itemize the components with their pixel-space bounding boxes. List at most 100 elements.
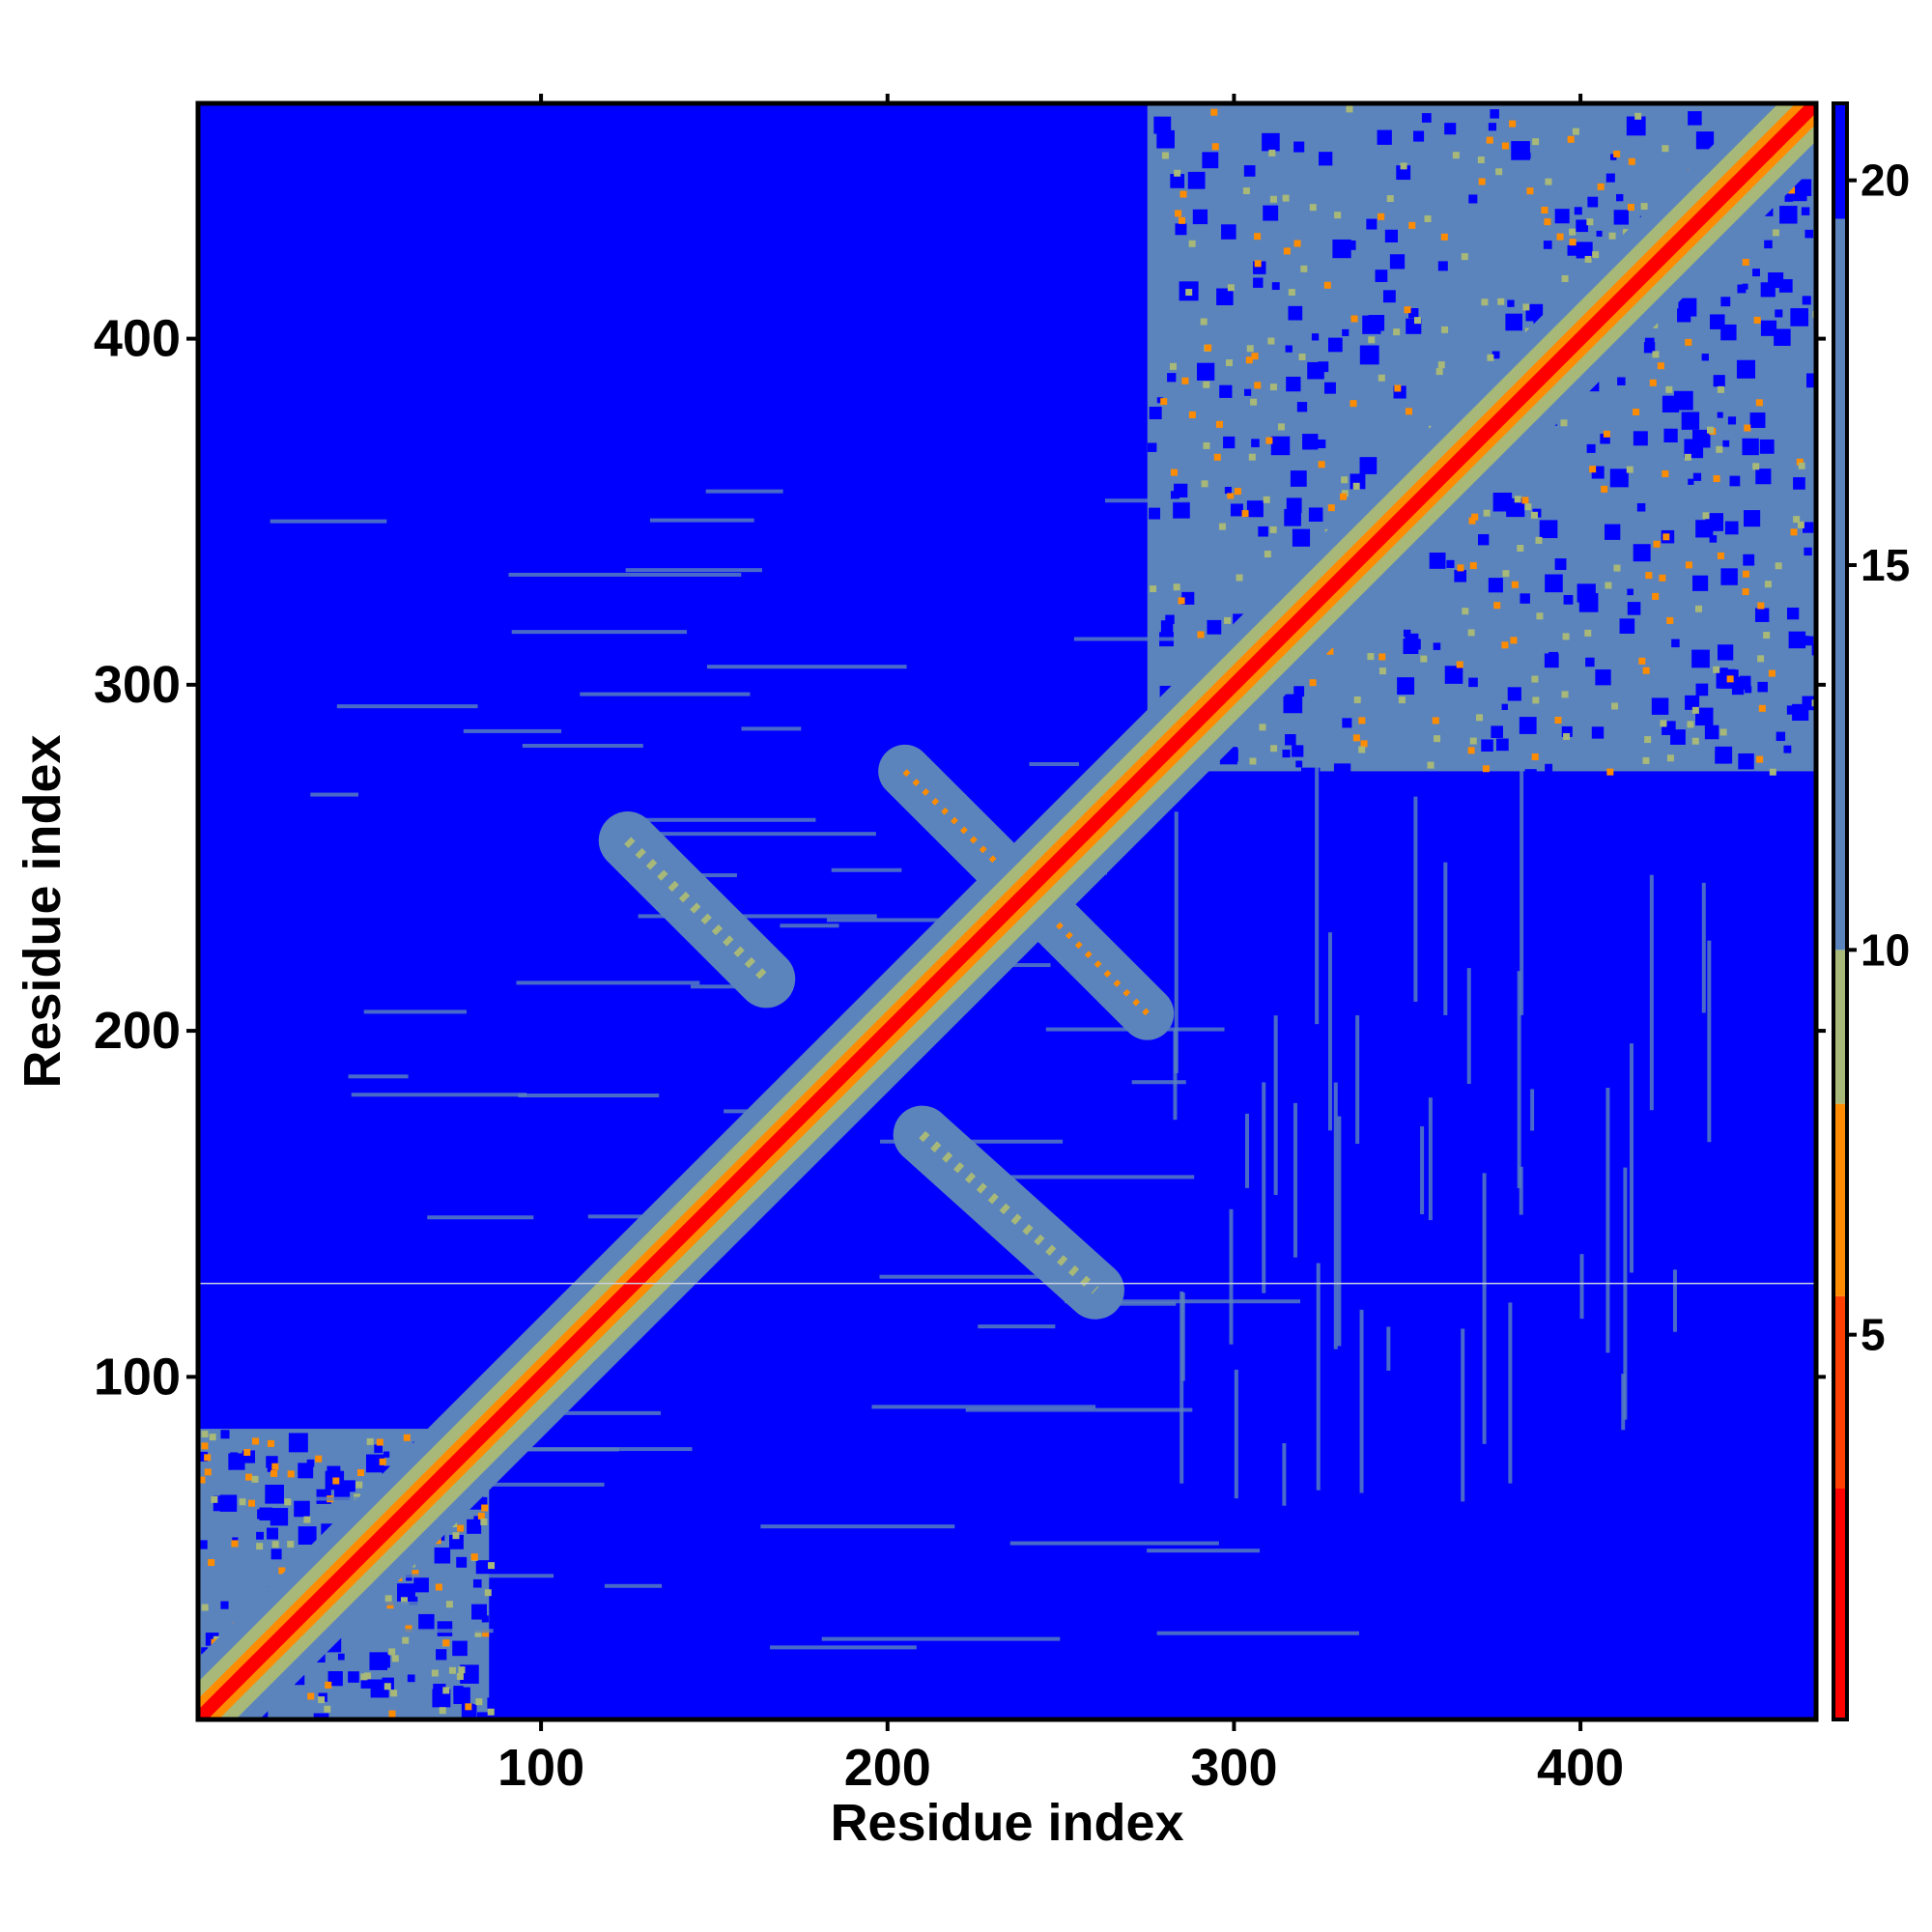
domain-2-contact (1210, 108, 1218, 116)
domain-2-contact (1188, 411, 1196, 418)
domain-1-contact (284, 1498, 292, 1506)
domain-2-contact (1716, 445, 1723, 453)
domain-2-void (1149, 407, 1162, 420)
sparse-contact (1107, 1301, 1177, 1306)
sparse-contact (625, 568, 762, 573)
domain-2-void (1609, 469, 1629, 488)
domain-2-contact (1560, 419, 1568, 427)
domain-1-void (220, 1430, 230, 1439)
plot-frame (195, 100, 1819, 1722)
domain-2-contact (1652, 351, 1660, 358)
domain-2-contact (1713, 666, 1720, 673)
domain-2-contact (1644, 736, 1652, 744)
domain-2-contact (1173, 583, 1180, 591)
domain-2-contact (1478, 178, 1486, 185)
domain-2-void (1736, 359, 1756, 379)
domain-2-void (1283, 694, 1303, 714)
domain-1-contact (474, 1630, 482, 1637)
domain-2-contact (1170, 469, 1178, 476)
domain-2-contact (1627, 204, 1634, 212)
domain-2-void (1332, 239, 1351, 259)
domain-2-void (1333, 763, 1351, 781)
sparse-contact (518, 1094, 660, 1098)
colorbar-segment (1833, 1489, 1847, 1719)
domain-2-contact (1282, 194, 1290, 202)
domain-2-void (1153, 116, 1172, 134)
domain-1-void (327, 1671, 343, 1687)
domain-2-void (1685, 695, 1700, 710)
domain-2-void (1605, 524, 1621, 540)
domain-2-void (1251, 439, 1260, 447)
domain-1-contact (481, 1504, 489, 1512)
domain-1-contact (201, 1442, 209, 1450)
domain-1-contact (287, 1541, 295, 1548)
domain-2-contact (1666, 754, 1674, 762)
domain-2-void (1224, 486, 1232, 495)
sparse-contact (1605, 1088, 1610, 1353)
sparse-contact (522, 744, 643, 749)
domain-2-contact (1169, 362, 1177, 370)
domain-2-void (1202, 152, 1219, 169)
domain-2-contact (1561, 275, 1569, 283)
domain-2-void (1156, 397, 1163, 404)
domain-2-void (1454, 569, 1467, 582)
domain-2-contact (1340, 493, 1348, 500)
domain-1-contact (484, 1589, 492, 1597)
domain-1-contact (201, 1604, 209, 1611)
sparse-contact (1707, 940, 1712, 1143)
domain-2-void (1507, 687, 1521, 701)
domain-1-void (298, 1526, 317, 1545)
domain-2-void (1429, 553, 1446, 569)
domain-2-contact (1554, 717, 1562, 724)
domain-1-contact (201, 1431, 209, 1438)
domain-2-contact (1793, 516, 1801, 524)
domain-2-void (1446, 559, 1455, 568)
sparse-contact (1386, 1326, 1391, 1371)
sparse-contact (339, 1629, 494, 1634)
domain-2-contact (1501, 142, 1509, 150)
domain-2-contact (1545, 178, 1552, 185)
domain-1-contact (470, 1553, 478, 1561)
sparse-contact (965, 1407, 1193, 1412)
domain-2-contact (1666, 616, 1674, 624)
domain-2-contact (1378, 668, 1386, 675)
domain-1-contact (209, 1434, 216, 1441)
domain-2-void (1759, 439, 1775, 454)
sparse-contact (1009, 1541, 1219, 1546)
domain-2-contact (1434, 735, 1441, 743)
domain-2-contact (1561, 691, 1569, 698)
sparse-contact (1273, 1015, 1278, 1196)
domain-2-void (1633, 431, 1648, 446)
domain-2-void (1243, 165, 1256, 177)
domain-2-contact (1797, 521, 1804, 528)
sparse-contact (1333, 1082, 1338, 1350)
domain-2-void (1701, 354, 1709, 361)
domain-2-void (1804, 636, 1814, 646)
domain-2-void (1525, 303, 1544, 322)
sparse-contact (511, 630, 688, 635)
domain-2-void (1284, 508, 1301, 526)
domain-2-contact (1318, 461, 1325, 469)
domain-2-contact (1798, 462, 1805, 469)
domain-2-contact (1378, 213, 1385, 220)
domain-2-void (1477, 534, 1490, 546)
domain-1-contact (487, 1708, 495, 1716)
domain-2-contact (1702, 512, 1710, 520)
domain-2-void (1286, 376, 1301, 392)
domain-2-contact (1691, 706, 1699, 714)
domain-2-void (1285, 734, 1296, 746)
domain-2-void (1468, 194, 1478, 204)
x-tick-label: 300 (1190, 1739, 1277, 1797)
domain-1-contact (465, 1703, 472, 1711)
domain-1-contact (245, 1473, 253, 1481)
domain-1-void (459, 1668, 469, 1678)
domain-2-void (1738, 753, 1754, 770)
domain-2-void (1554, 558, 1567, 571)
domain-2-contact (1775, 562, 1782, 570)
domain-1-contact (239, 1498, 246, 1506)
sparse-contact (1461, 1328, 1465, 1502)
domain-1-void (413, 1577, 429, 1593)
x-axis-ticks: 100 200 300 400 (497, 94, 1624, 1797)
sparse-contact (705, 489, 783, 494)
domain-2-contact (1467, 747, 1475, 754)
